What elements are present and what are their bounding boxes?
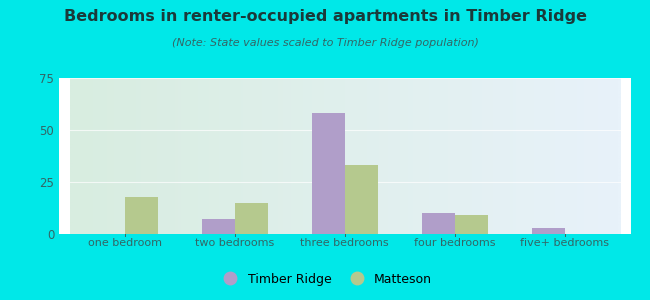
Bar [421,213,454,234]
Bar [235,203,268,234]
Bar [125,196,157,234]
Text: Bedrooms in renter-occupied apartments in Timber Ridge: Bedrooms in renter-occupied apartments i… [64,9,586,24]
Bar [202,219,235,234]
Bar [311,113,344,234]
Legend: Timber Ridge, Matteson: Timber Ridge, Matteson [213,268,437,291]
Bar [454,215,488,234]
Bar [532,228,564,234]
Bar [344,165,378,234]
Text: (Note: State values scaled to Timber Ridge population): (Note: State values scaled to Timber Rid… [172,38,478,47]
